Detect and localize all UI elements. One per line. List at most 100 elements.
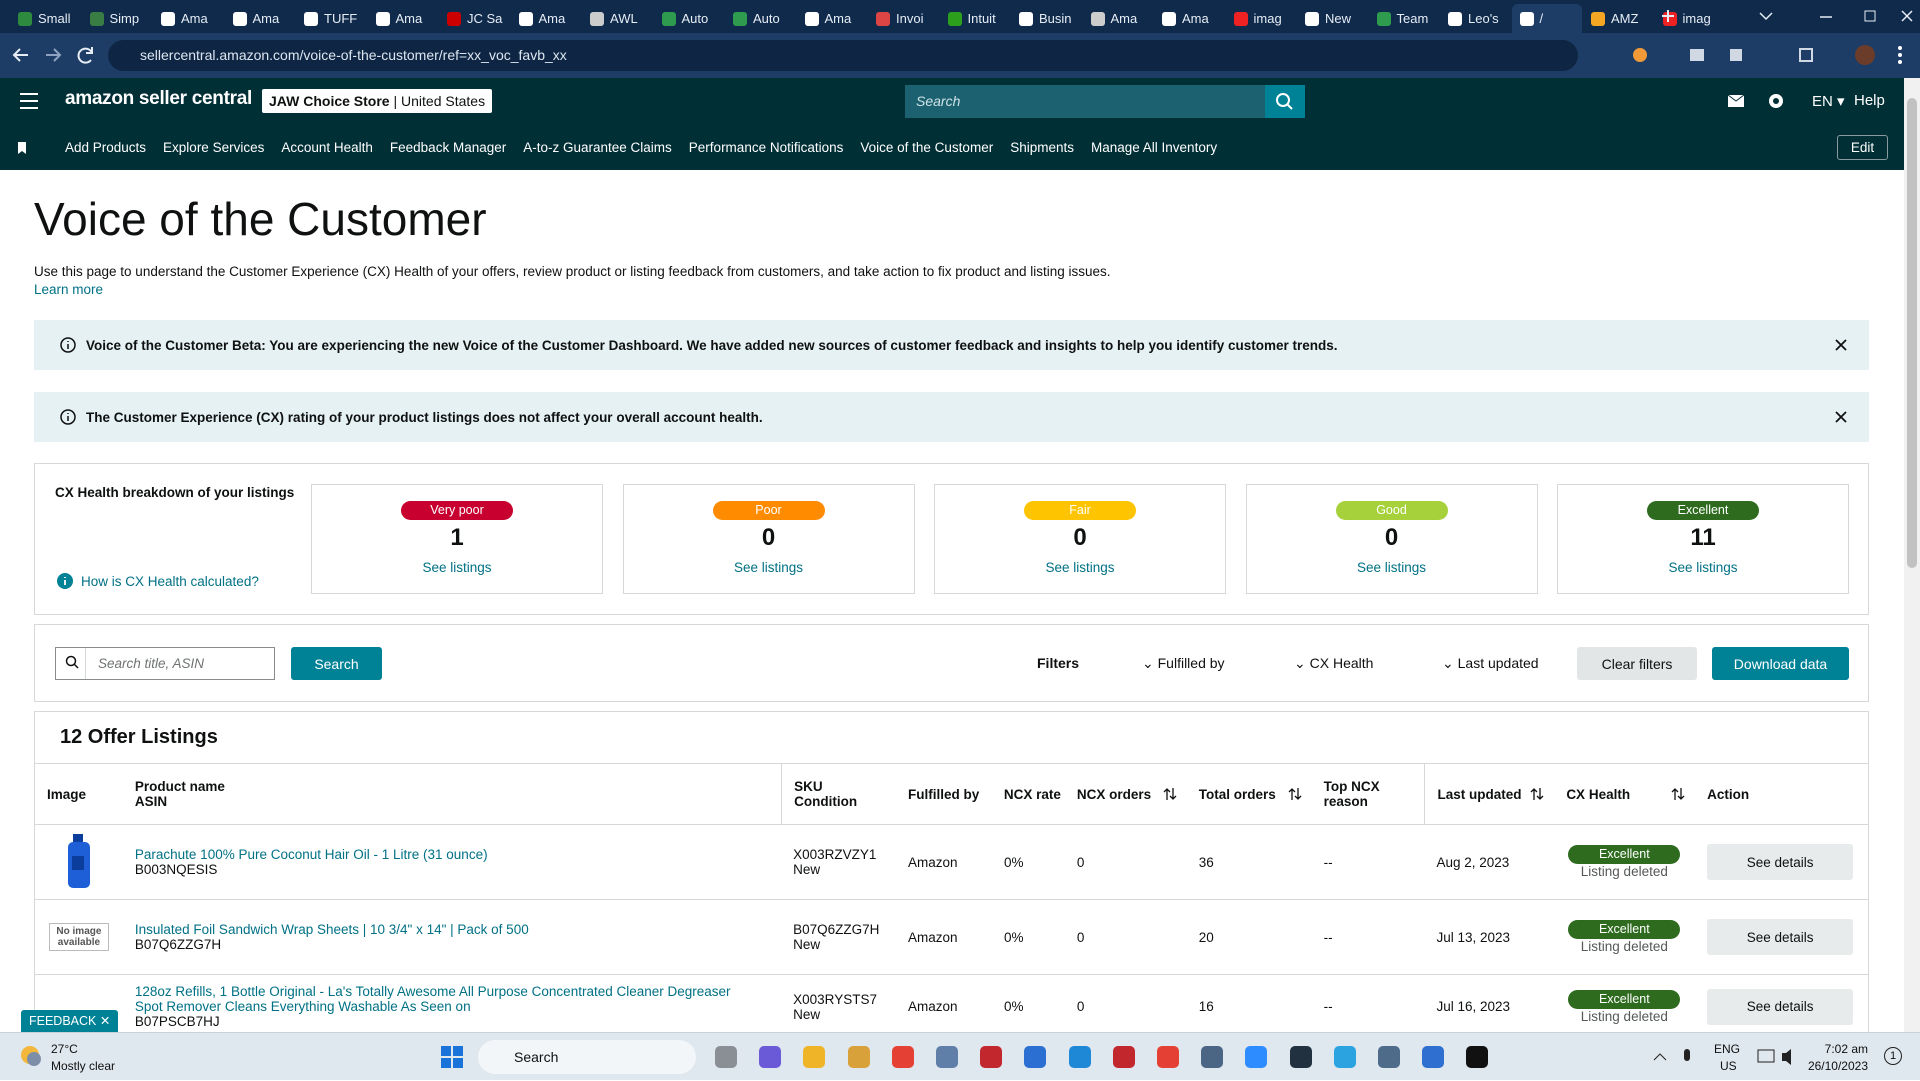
search-label: Search bbox=[514, 1049, 559, 1065]
see-listings-link[interactable]: See listings bbox=[1356, 560, 1427, 575]
help-link[interactable]: Help bbox=[1854, 92, 1885, 109]
browser-tab[interactable]: JC Sa bbox=[439, 4, 509, 33]
tab-title: Auto bbox=[681, 11, 709, 26]
filter-dropdown[interactable]: ⌄ CX Health bbox=[1294, 655, 1374, 671]
see-listings-link[interactable]: See listings bbox=[733, 560, 804, 575]
search-button[interactable] bbox=[1265, 85, 1305, 118]
filter-dropdown[interactable]: ⌄ Fulfilled by bbox=[1142, 655, 1225, 671]
nav-item[interactable]: Shipments bbox=[1010, 139, 1074, 155]
browser-tab[interactable]: Ama bbox=[225, 4, 295, 33]
browser-tab[interactable]: New bbox=[1297, 4, 1367, 33]
browser-tab[interactable]: Auto bbox=[654, 4, 724, 33]
download-button[interactable]: Download data bbox=[1712, 647, 1849, 680]
condition: New bbox=[793, 862, 821, 877]
browser-tab[interactable]: / bbox=[1511, 4, 1582, 33]
column-header: Last updated bbox=[1424, 764, 1554, 824]
product-cell: 128oz Refills, 1 Bottle Original - La's … bbox=[123, 975, 781, 1032]
browser-tab[interactable]: AMZ bbox=[1583, 4, 1653, 33]
column-label: NCX orders bbox=[1076, 786, 1152, 802]
nav-item[interactable]: Explore Services bbox=[163, 139, 265, 155]
app-icon bbox=[759, 1046, 782, 1068]
fulfilled-by: Amazon bbox=[908, 999, 958, 1014]
search-button[interactable]: Search bbox=[291, 647, 382, 680]
tab-icon bbox=[733, 12, 747, 26]
browser-tab[interactable]: TUFF bbox=[296, 4, 366, 33]
filter-dropdown[interactable]: ⌄ Last updated bbox=[1442, 655, 1539, 671]
see-listings-link[interactable]: See listings bbox=[1045, 560, 1115, 575]
nav-item[interactable]: Feedback Manager bbox=[389, 139, 507, 155]
scrollbar[interactable] bbox=[1904, 78, 1920, 1032]
nav-item[interactable]: Add Products bbox=[65, 139, 147, 155]
see-details-button[interactable]: See details bbox=[1707, 919, 1854, 955]
tab-icon bbox=[1019, 12, 1033, 26]
bookmark-icon bbox=[18, 142, 26, 154]
cx-count: 1 bbox=[450, 524, 464, 551]
nav-item[interactable]: Manage All Inventory bbox=[1091, 139, 1218, 155]
browser-tab[interactable]: Ama bbox=[797, 4, 867, 33]
see-details-button[interactable]: See details bbox=[1707, 988, 1854, 1025]
product-cell: Parachute 100% Pure Coconut Hair Oil - 1… bbox=[123, 825, 781, 899]
tab-title: imag bbox=[1682, 11, 1711, 26]
browser-tab[interactable]: Ama bbox=[1154, 4, 1224, 33]
browser-tab[interactable]: Ama bbox=[153, 4, 223, 33]
product-cell: Insulated Foil Sandwich Wrap Sheets | 10… bbox=[123, 900, 781, 974]
sku-cell: B07Q6ZZG7H New bbox=[781, 900, 896, 974]
browser-tab[interactable]: Auto bbox=[725, 4, 795, 33]
nav-item[interactable]: Voice of the Customer bbox=[860, 139, 994, 155]
browser-tab[interactable]: Leo's bbox=[1440, 4, 1510, 33]
product-link[interactable]: Parachute 100% Pure Coconut Hair Oil - 1… bbox=[134, 847, 488, 862]
browser-tab[interactable]: AWL bbox=[582, 4, 652, 33]
scroll-thumb[interactable] bbox=[1907, 98, 1917, 568]
search-input[interactable]: Search title, ASIN bbox=[55, 647, 275, 680]
learn-more-link[interactable]: Learn more bbox=[34, 282, 104, 297]
see-listings-link[interactable]: See listings bbox=[1668, 560, 1738, 575]
browser-tab[interactable]: Ama bbox=[368, 4, 438, 33]
browser-tab[interactable]: Team bbox=[1369, 4, 1439, 33]
sort-icon bbox=[1671, 788, 1685, 800]
cx-help-link[interactable]: How is CX Health calculated? bbox=[81, 573, 259, 589]
browser-tab[interactable]: Intuit bbox=[940, 4, 1010, 33]
tab-icon bbox=[1090, 12, 1105, 26]
info-icon bbox=[57, 573, 73, 589]
tab-icon bbox=[1233, 12, 1248, 26]
close-icon[interactable] bbox=[1831, 335, 1851, 355]
clear-filters-button[interactable]: Clear filters bbox=[1577, 647, 1697, 680]
browser-tab[interactable]: Simp bbox=[82, 4, 152, 33]
nav-item[interactable]: A-to-z Guarantee Claims bbox=[523, 139, 672, 155]
product-link[interactable]: Insulated Foil Sandwich Wrap Sheets | 10… bbox=[134, 922, 529, 937]
cx-card: Excellent 11 See listings bbox=[1557, 484, 1849, 594]
browser-tab[interactable]: Busin bbox=[1011, 4, 1081, 33]
tab-icon bbox=[447, 12, 461, 26]
dropdown-label: CX Health bbox=[1309, 655, 1374, 671]
ncx-rate: 0% bbox=[1003, 999, 1024, 1014]
tab-icon bbox=[304, 12, 318, 26]
browser-tab[interactable]: imag bbox=[1226, 4, 1296, 33]
language-selector[interactable]: EN ▾ bbox=[1812, 93, 1845, 110]
nav-item[interactable]: Performance Notifications bbox=[688, 139, 844, 155]
cx-badge: Good bbox=[1335, 501, 1448, 520]
page-title: Voice of the Customer bbox=[34, 193, 487, 245]
store-selector[interactable]: JAW Choice Store | United States bbox=[262, 89, 493, 113]
tab-title: Ama bbox=[538, 11, 566, 26]
browser-tab[interactable]: Ama bbox=[511, 4, 581, 33]
product-link[interactable]: 128oz Refills, 1 Bottle Original - La's … bbox=[134, 984, 731, 1014]
column-label: CX Health bbox=[1566, 786, 1631, 802]
search-box[interactable]: Search bbox=[905, 85, 1305, 118]
browser-tab[interactable]: Invoi bbox=[868, 4, 938, 33]
close-icon[interactable] bbox=[1831, 407, 1851, 427]
see-listings-link[interactable]: See listings bbox=[422, 560, 492, 575]
feedback-button[interactable]: FEEDBACK ✕ bbox=[21, 1010, 119, 1032]
column-header: Total orders bbox=[1187, 764, 1312, 824]
tab-icon bbox=[804, 12, 819, 26]
browser-tab[interactable]: Small bbox=[10, 4, 80, 33]
edit-button[interactable]: Edit bbox=[1837, 135, 1888, 160]
notification-badge[interactable]: 1 bbox=[1884, 1047, 1902, 1065]
browser-tab[interactable]: Ama bbox=[1083, 4, 1153, 33]
see-details-button[interactable]: See details bbox=[1707, 844, 1854, 880]
taskbar-search[interactable]: Search bbox=[478, 1040, 696, 1074]
nav-item[interactable]: Account Health bbox=[281, 139, 373, 155]
tab-icon bbox=[89, 12, 104, 26]
column-label: SKU bbox=[794, 779, 823, 794]
url-field[interactable]: sellercentral.amazon.com/voice-of-the-cu… bbox=[108, 40, 1578, 71]
